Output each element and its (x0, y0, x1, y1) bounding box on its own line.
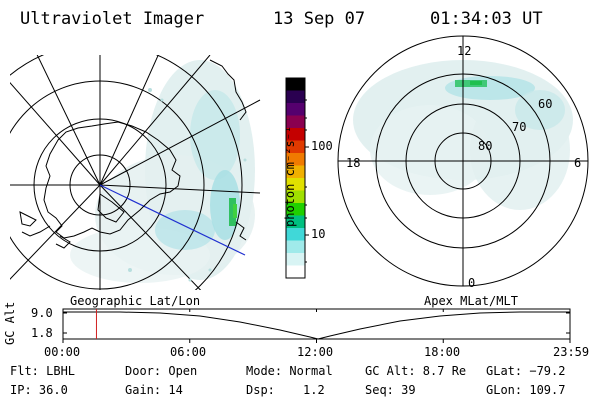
continent-outline (209, 59, 247, 121)
info-flt: Flt: LBHL (10, 364, 76, 378)
colorbar-band (286, 203, 305, 216)
timeline-xtick-1800: 18:00 (424, 345, 461, 359)
mlat-mlt-map (337, 35, 589, 287)
timeline-ytick-1-8: 1.8 (31, 326, 53, 340)
timeline-xtick-0600: 06:00 (170, 345, 207, 359)
timeline-x-ticks (62, 309, 571, 343)
time-label: 01:34:03 UT (430, 9, 543, 29)
info-glat: GLat: −79.2 (486, 364, 566, 378)
colorbar-ticks (305, 99, 309, 263)
altitude-curve (63, 311, 570, 340)
colorbar-band (286, 190, 305, 204)
green-emission-patch (229, 198, 236, 226)
info-seq: Seq: 39 (365, 383, 416, 397)
colorbar-band (286, 103, 305, 116)
antarctica-coastline (43, 121, 181, 239)
mlt-label-6: 6 (574, 156, 582, 170)
mlt-label-12: 12 (457, 44, 472, 58)
colorbar-band (286, 253, 305, 266)
meridian-lines (10, 55, 261, 290)
colorbar-band (286, 240, 305, 254)
colorbar (286, 78, 305, 279)
info-mode: Mode: Normal (246, 364, 333, 378)
info-dsp-label: Dsp: (246, 383, 275, 397)
colorbar-tick-10: 10 (311, 227, 326, 241)
right-emission-region (353, 60, 573, 210)
info-ip: IP: 36.0 (10, 383, 68, 397)
mlt-label-18: 18 (346, 156, 361, 170)
colorbar-band (286, 265, 305, 279)
colorbar-band (286, 165, 305, 179)
right-map-caption: Apex MLat/MLT (424, 294, 518, 308)
geographic-map (10, 55, 261, 290)
colorbar-band (286, 215, 305, 229)
info-glon: GLon: 109.7 (486, 383, 566, 397)
colorbar-band (286, 78, 305, 91)
colorbar-band (286, 178, 305, 191)
left-emission-region (70, 60, 255, 283)
timeline-plot (62, 308, 571, 343)
info-dsp-value: 1.2 (303, 383, 325, 397)
colorbar-band (286, 115, 305, 129)
terminator-line (99, 184, 246, 256)
colorbar-tick-100: 100 (311, 139, 333, 153)
colorbar-band (286, 228, 305, 241)
colorbar-unit-label: photon cm⁻²s⁻¹ (283, 125, 297, 227)
colorbar-band (286, 140, 305, 154)
info-gain: Gain: 14 (125, 383, 183, 397)
colorbar-band (286, 128, 305, 141)
instrument-title: Ultraviolet Imager (20, 9, 205, 29)
timeline-xtick-0000: 00:00 (44, 345, 81, 359)
timeline-axis-label: GC Alt (3, 301, 17, 345)
colorbar-band (286, 90, 305, 104)
mlt-axes (338, 36, 588, 286)
noise-speckle (128, 88, 247, 282)
mlat-label-60: 60 (538, 97, 553, 111)
left-map-caption: Geographic Lat/Lon (70, 294, 201, 308)
timeline-xtick-2359: 23:59 (553, 345, 590, 359)
colorbar-band (286, 153, 305, 166)
mlt-label-0: 0 (468, 276, 476, 290)
mlat-label-80: 80 (478, 139, 493, 153)
info-gcalt: GC Alt: 8.7 Re (365, 364, 467, 378)
timeline-xtick-1200: 12:00 (297, 345, 334, 359)
date-label: 13 Sep 07 (273, 9, 366, 29)
timeline-frame (62, 308, 571, 340)
info-door: Door: Open (125, 364, 198, 378)
timeline-ytick-9: 9.0 (31, 306, 53, 320)
mlat-label-70: 70 (512, 120, 527, 134)
